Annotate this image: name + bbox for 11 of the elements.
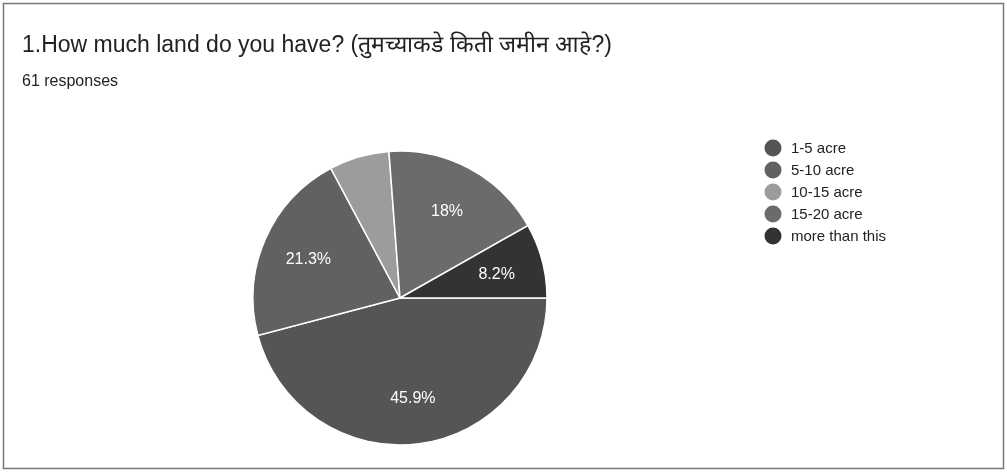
chart-title: 1.How much land do you have? (तुमच्याकडे किती जमीन आहे?) bbox=[22, 31, 612, 59]
legend-label: 10-15 acre bbox=[791, 183, 863, 200]
legend-label: 15-20 acre bbox=[791, 205, 863, 222]
data-label: 45.9% bbox=[390, 389, 436, 407]
legend-label: 5-10 acre bbox=[791, 161, 855, 178]
legend-label: 1-5 acre bbox=[791, 139, 847, 156]
text: 61 responses bbox=[22, 72, 119, 89]
data-label: 21.3% bbox=[285, 250, 332, 268]
data-label: 8.2% bbox=[478, 264, 515, 282]
legend-label: more than this bbox=[791, 227, 887, 244]
data-label: 18% bbox=[431, 201, 464, 219]
